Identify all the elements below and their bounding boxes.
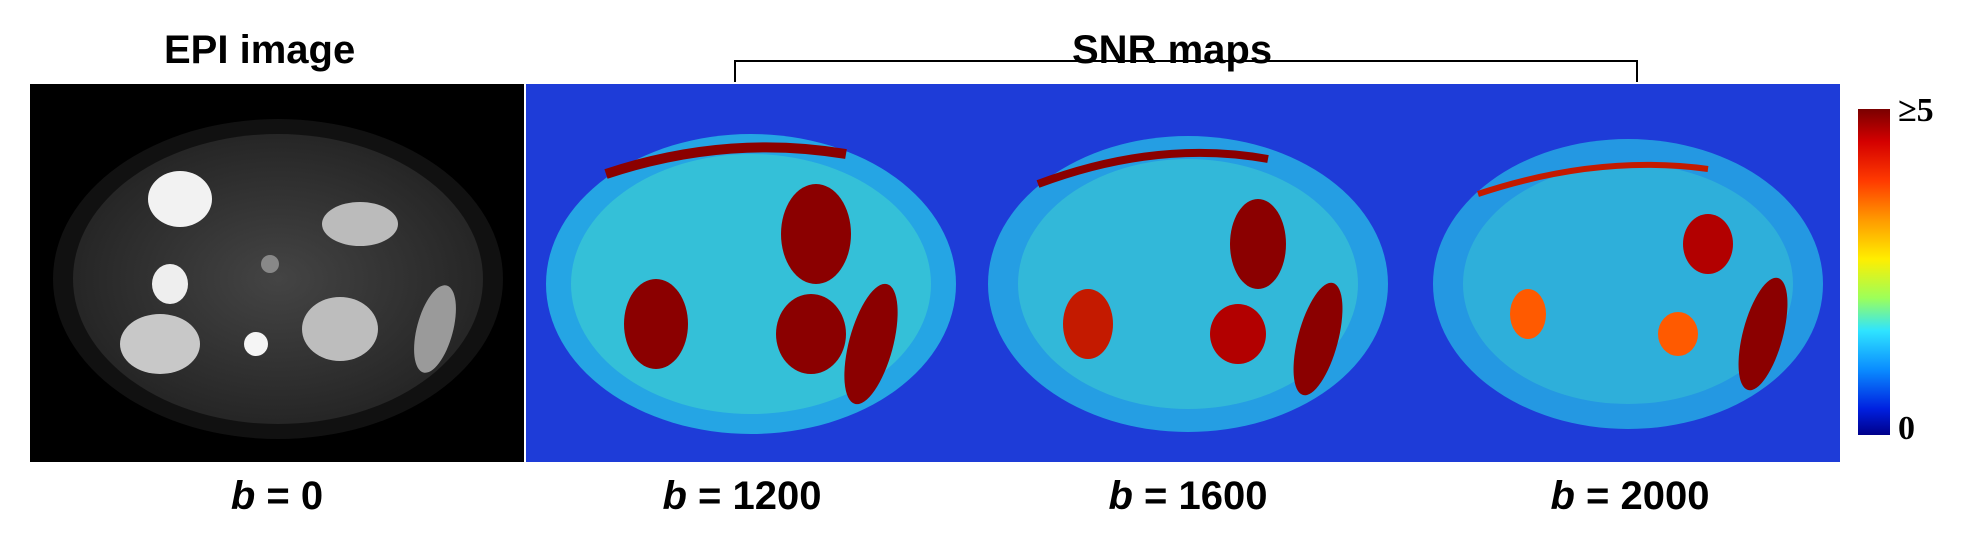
epi-image xyxy=(53,119,503,439)
snr-map-2000 xyxy=(1408,84,1840,462)
b-label-0: b = 0 xyxy=(230,474,324,518)
snr-maps-title: SNR maps xyxy=(1072,28,1273,72)
epi-image-title: EPI image xyxy=(164,28,356,72)
snr-map-panel-2000 xyxy=(1408,84,1840,462)
colorbar-min-label: 0 xyxy=(1898,410,1915,447)
snr-map-1200 xyxy=(526,84,968,462)
snr-colorbar xyxy=(1858,109,1890,435)
b-label-1200: b = 1200 xyxy=(662,474,822,518)
snr-map-1600 xyxy=(968,84,1408,462)
epi-image-panel xyxy=(30,84,524,462)
snr-map-panel-1600 xyxy=(968,84,1408,462)
colorbar-max-label: ≥5 xyxy=(1898,92,1934,129)
snr-map-panel-1200 xyxy=(526,84,968,462)
b-label-2000: b = 2000 xyxy=(1550,474,1710,518)
snr-maps-bracket xyxy=(734,60,1638,82)
b-label-1600: b = 1600 xyxy=(1108,474,1268,518)
